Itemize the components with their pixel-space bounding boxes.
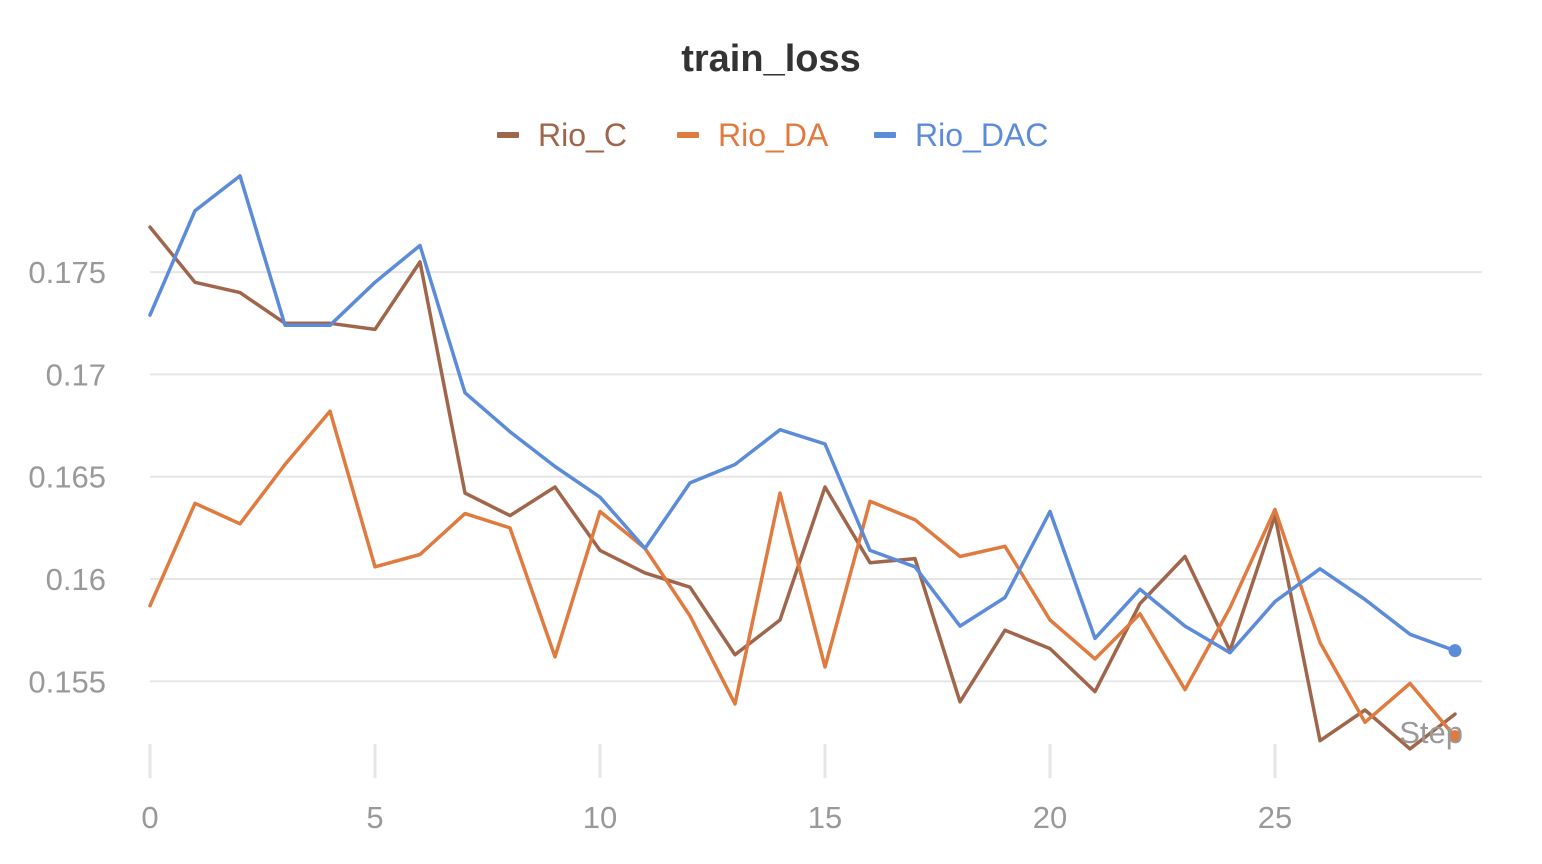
legend-item-rio-da[interactable]: Rio_DA — [677, 117, 829, 153]
legend-label: Rio_DAC — [915, 117, 1048, 153]
x-tick-label: 20 — [1033, 800, 1067, 835]
end-point-rio-da — [1448, 730, 1462, 744]
y-tick-label: 0.165 — [28, 460, 106, 495]
legend-swatch — [677, 132, 699, 138]
legend-item-rio-c[interactable]: Rio_C — [497, 117, 627, 153]
x-tick-label: 10 — [583, 800, 617, 835]
series-line-rio-dac — [148, 174, 1457, 655]
series-lines — [148, 174, 1457, 751]
legend[interactable]: Rio_C Rio_DA Rio_DAC — [497, 117, 1048, 153]
legend-label: Rio_C — [538, 117, 627, 153]
series-line-rio-da — [148, 409, 1457, 739]
y-tick-label: 0.16 — [46, 562, 106, 597]
x-tick-label: 5 — [366, 800, 383, 835]
end-point-rio-dac — [1448, 644, 1462, 658]
legend-swatch — [497, 132, 519, 138]
legend-item-rio-dac[interactable]: Rio_DAC — [874, 117, 1048, 153]
x-axis-ticks: 0 5 10 15 20 25 — [141, 744, 1292, 835]
y-tick-label: 0.17 — [46, 357, 106, 392]
series-end-points — [1448, 644, 1462, 744]
chart-title: train_loss — [681, 38, 861, 80]
x-axis-label: Step — [1399, 715, 1463, 750]
series-line-rio-c — [148, 225, 1457, 751]
y-axis-ticks: 0.155 0.16 0.165 0.17 0.175 — [28, 255, 106, 699]
legend-swatch — [874, 132, 896, 138]
x-tick-label: 15 — [808, 800, 842, 835]
x-tick-label: 0 — [141, 800, 158, 835]
x-tick-label: 25 — [1258, 800, 1292, 835]
y-tick-label: 0.175 — [28, 255, 106, 290]
y-tick-label: 0.155 — [28, 664, 106, 699]
legend-label: Rio_DA — [718, 117, 829, 153]
grid-lines — [150, 271, 1482, 683]
